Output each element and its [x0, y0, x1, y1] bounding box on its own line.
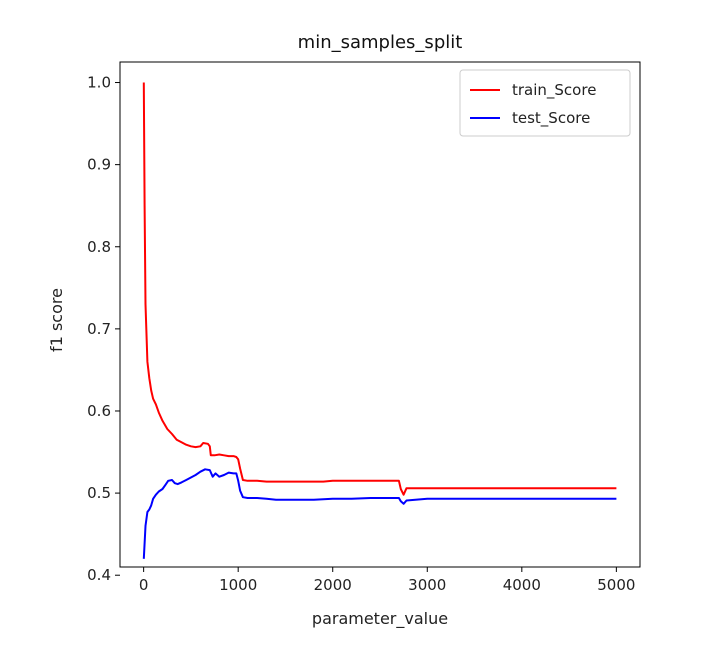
legend-box	[459, 69, 631, 137]
legend: train_Score test_Score	[459, 69, 631, 137]
legend-label-test_Score: test_Score	[512, 109, 590, 128]
axes-frame	[119, 61, 641, 568]
x-tick-label: 0	[139, 576, 149, 594]
y-tick-label: 1.0	[87, 74, 111, 92]
y-tick-label: 0.5	[87, 484, 111, 502]
x-tick-label: 1000	[219, 576, 257, 594]
series-line-test_Score	[142, 468, 617, 559]
x-axis-label: parameter_value	[312, 609, 448, 629]
x-tick-label: 2000	[314, 576, 352, 594]
x-tick-label: 5000	[597, 576, 635, 594]
y-tick-label: 0.9	[87, 156, 111, 174]
y-tick-label: 0.6	[87, 402, 111, 420]
plot-area: 0 1000 2000 3000 4000 5000 0.4 0.5 0.6 0.7 0.8 0.9 1…	[87, 61, 641, 594]
x-tick-label: 4000	[503, 576, 541, 594]
y-tick-label: 0.4	[87, 566, 111, 584]
legend-label-train_Score: train_Score	[512, 81, 596, 100]
y-tick-label: 0.7	[87, 320, 111, 338]
y-axis-label: f1 score	[47, 288, 66, 352]
x-tick-label: 3000	[408, 576, 446, 594]
series-line-train_Score	[142, 82, 617, 496]
y-tick-label: 0.8	[87, 238, 111, 256]
chart-title: min_samples_split	[298, 32, 463, 53]
